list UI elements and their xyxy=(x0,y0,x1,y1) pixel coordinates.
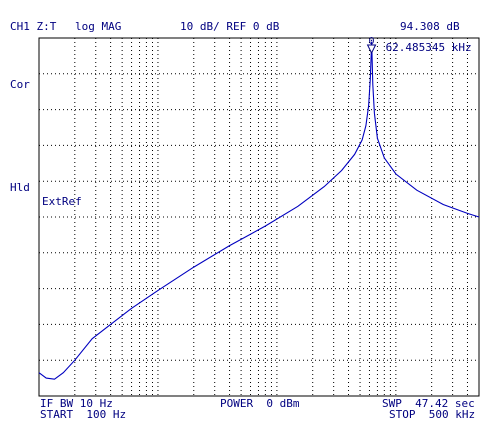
marker-readout: 62.485345 kHz xyxy=(386,41,472,54)
stop-freq-label: STOP 500 kHz xyxy=(389,408,476,421)
power-label: POWER 0 dBm xyxy=(220,397,300,410)
start-freq-label: START 100 Hz xyxy=(40,408,127,421)
trace-line xyxy=(38,41,480,380)
grid xyxy=(39,38,479,396)
marker-number: 0 xyxy=(369,36,375,47)
marker-triangle-icon xyxy=(366,44,377,55)
channel-label: CH1 Z:T xyxy=(10,20,57,33)
format-label: log MAG xyxy=(75,20,122,33)
ifbw-label: IF BW 10 Hz xyxy=(40,397,113,410)
hld-indicator: Hld xyxy=(10,181,30,194)
cor-indicator: Cor xyxy=(10,78,30,91)
extref-indicator: ExtRef xyxy=(42,195,82,208)
sweep-time-label: SWP 47.42 sec xyxy=(382,397,475,410)
marker-value: 94.308 dB xyxy=(400,20,460,33)
marker-0[interactable]: 0 xyxy=(366,36,377,55)
scale-label: 10 dB/ REF 0 dB xyxy=(180,20,280,33)
